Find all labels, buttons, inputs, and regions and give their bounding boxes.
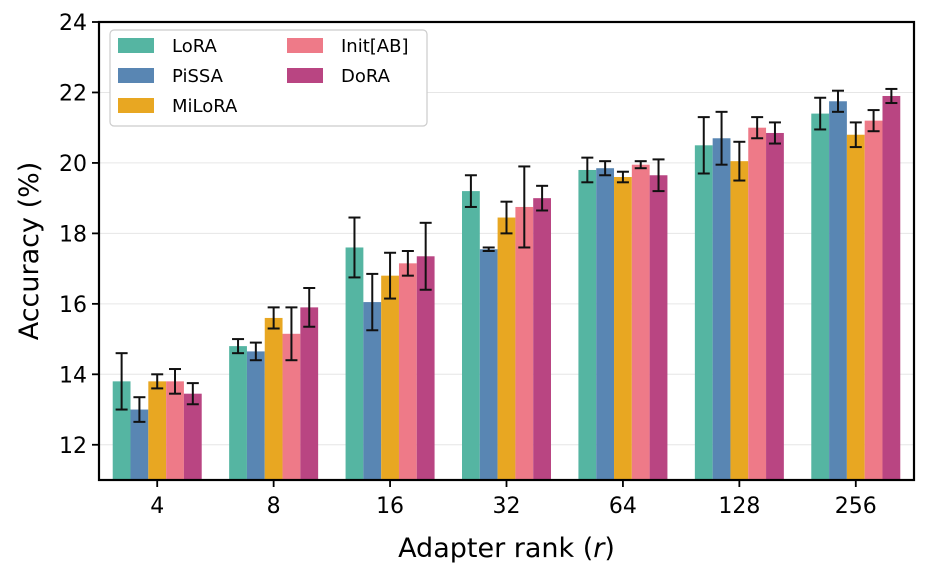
legend-swatch [287,38,323,53]
bar [229,346,247,480]
bar [497,217,516,480]
bar [631,164,650,480]
y-tick-label: 22 [59,81,87,106]
series-init-ab- [166,109,883,481]
y-tick-label: 24 [59,11,87,36]
bar [183,393,202,480]
bar [462,191,480,480]
series-lora [112,96,830,481]
bar [694,145,713,481]
legend-label: LoRA [172,36,218,57]
bar [578,169,597,480]
legend-swatch [118,68,154,83]
bar [246,351,265,480]
series-milora [148,121,865,480]
bar [264,317,283,480]
y-tick-label: 12 [59,434,87,459]
legend-label: MiLoRA [172,96,238,117]
legend-swatch [118,98,154,113]
bar [515,206,534,480]
x-tick-label: 8 [267,494,281,519]
bar [864,120,883,481]
y-tick-label: 18 [59,222,87,247]
bar [398,263,417,480]
legend-swatch [118,38,154,53]
bar [479,249,498,480]
y-tick-label: 16 [59,293,87,318]
bar [846,134,865,480]
bar [614,177,632,480]
x-tick-label: 256 [835,494,877,519]
bar [533,198,551,480]
series-pissa [130,89,847,481]
bar [882,95,901,480]
legend-box [109,29,428,127]
x-axis-label: Adapter rank (r) [398,533,615,564]
bar [148,381,167,480]
legend-swatch [287,68,323,83]
legend-label: Init[AB] [341,36,408,57]
x-tick-label: 4 [150,494,164,519]
bar [748,127,767,480]
bar [112,381,131,480]
legend: LoRA PiSSA MiLoRA Init[AB] DoRA [109,29,428,127]
bar [300,307,319,480]
bar [649,175,668,480]
x-tick-label: 32 [493,494,521,519]
series-dora [183,87,901,480]
bar [416,256,435,480]
bar [363,302,382,480]
y-tick-label: 20 [59,152,87,177]
bar [166,381,184,480]
bar [766,132,784,480]
x-tick-label: 64 [609,494,637,519]
bar [730,161,749,480]
y-tick-label: 14 [59,363,87,388]
bar [829,101,847,481]
legend-label: PiSSA [172,66,224,87]
x-tick-label: 16 [376,494,404,519]
bar [596,168,615,480]
x-tick-label: 128 [718,494,760,519]
bar [381,275,399,480]
bar [811,113,830,480]
bar [282,333,301,480]
bar [712,138,731,480]
bar [130,409,149,480]
legend-label: DoRA [341,66,391,87]
y-axis-label: Accuracy (%) [14,162,45,341]
bar [345,247,364,480]
